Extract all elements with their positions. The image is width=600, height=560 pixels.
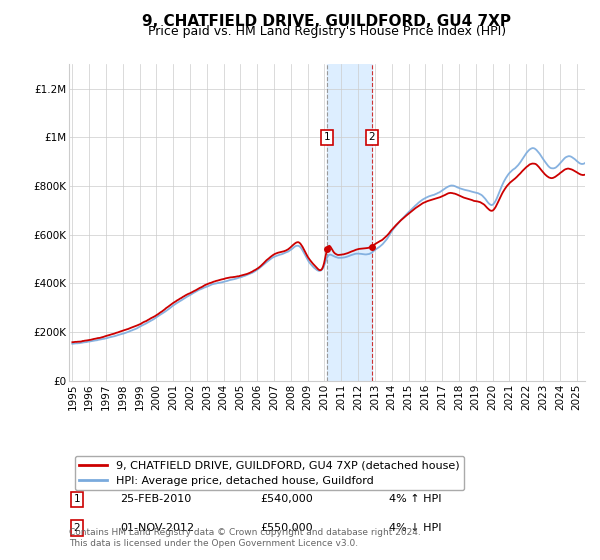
Text: £550,000: £550,000 [260, 523, 313, 533]
Text: 25-FEB-2010: 25-FEB-2010 [121, 494, 192, 505]
Text: Contains HM Land Registry data © Crown copyright and database right 2024.
This d: Contains HM Land Registry data © Crown c… [69, 528, 421, 548]
Text: 2: 2 [73, 523, 80, 533]
Text: 01-NOV-2012: 01-NOV-2012 [121, 523, 195, 533]
Text: 1: 1 [73, 494, 80, 505]
Text: 1: 1 [323, 132, 331, 142]
Text: 9, CHATFIELD DRIVE, GUILDFORD, GU4 7XP: 9, CHATFIELD DRIVE, GUILDFORD, GU4 7XP [143, 14, 511, 29]
Bar [327, 64, 372, 381]
Text: £540,000: £540,000 [260, 494, 313, 505]
Legend: 9, CHATFIELD DRIVE, GUILDFORD, GU4 7XP (detached house), HPI: Average price, det: 9, CHATFIELD DRIVE, GUILDFORD, GU4 7XP (… [74, 456, 464, 491]
Text: 4% ↑ HPI: 4% ↑ HPI [389, 494, 442, 505]
Text: 2: 2 [369, 132, 376, 142]
Text: Price paid vs. HM Land Registry's House Price Index (HPI): Price paid vs. HM Land Registry's House … [148, 25, 506, 38]
Text: 4% ↓ HPI: 4% ↓ HPI [389, 523, 442, 533]
